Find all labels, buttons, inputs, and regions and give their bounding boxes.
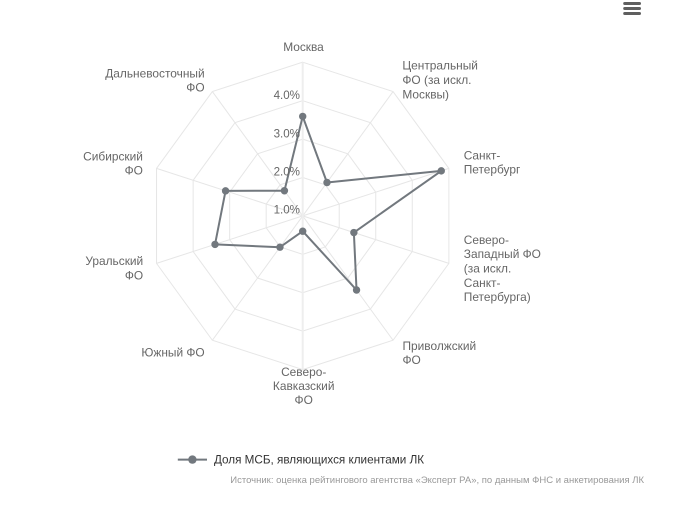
svg-text:Южный ФО: Южный ФО: [141, 345, 204, 359]
svg-text:1.0%: 1.0%: [274, 204, 300, 217]
svg-text:Приволжский: Приволжский: [403, 339, 477, 353]
svg-text:Петербурга): Петербурга): [464, 290, 531, 304]
svg-text:Дальневосточный: Дальневосточный: [105, 66, 204, 80]
svg-text:Санкт-: Санкт-: [464, 148, 501, 162]
svg-text:2.0%: 2.0%: [274, 166, 300, 179]
svg-text:ФО: ФО: [186, 80, 204, 94]
svg-text:Северо-: Северо-: [281, 365, 326, 379]
svg-text:Москвы): Москвы): [402, 88, 449, 102]
svg-text:ФО: ФО: [403, 353, 421, 367]
svg-text:ФО (за искл.: ФО (за искл.: [402, 73, 471, 87]
svg-text:Петербург: Петербург: [464, 163, 521, 177]
svg-text:ФО: ФО: [125, 268, 143, 282]
svg-text:ФО: ФО: [125, 164, 143, 178]
svg-text:3.0%: 3.0%: [274, 127, 300, 140]
svg-text:Москва: Москва: [283, 40, 324, 54]
svg-text:Доля МСБ, являющихся клиентами: Доля МСБ, являющихся клиентами ЛК: [214, 454, 424, 467]
svg-text:Санкт-: Санкт-: [464, 276, 501, 290]
svg-text:Уральский: Уральский: [85, 254, 143, 268]
svg-text:Западный ФО: Западный ФО: [464, 247, 541, 261]
svg-text:4.0%: 4.0%: [274, 89, 300, 102]
svg-text:Сибирский: Сибирский: [83, 149, 143, 163]
svg-text:Центральный: Центральный: [402, 59, 478, 73]
svg-text:Источник: оценка рейтингового: Источник: оценка рейтингового агентства …: [230, 475, 644, 486]
svg-text:Северо-: Северо-: [464, 233, 509, 247]
svg-text:Кавказский: Кавказский: [273, 379, 335, 393]
svg-text:ФО: ФО: [295, 393, 313, 407]
svg-text:(за искл.: (за искл.: [464, 262, 512, 276]
